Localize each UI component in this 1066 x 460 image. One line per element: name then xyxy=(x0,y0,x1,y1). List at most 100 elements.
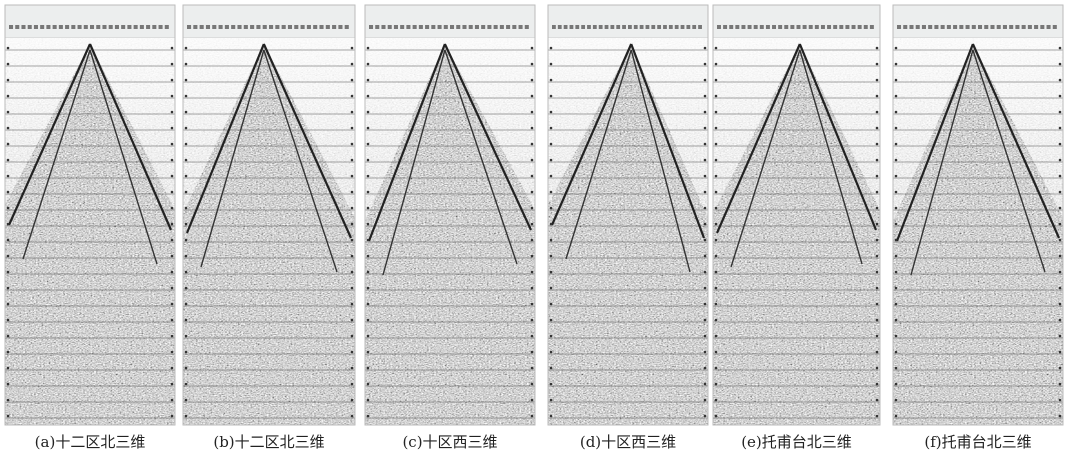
edge-dot xyxy=(170,350,174,354)
trace-tick xyxy=(928,25,933,29)
edge-dot xyxy=(184,222,188,226)
edge-dot xyxy=(703,398,707,402)
edge-dot xyxy=(894,398,898,402)
edge-dot xyxy=(875,222,879,226)
trace-tick xyxy=(557,25,562,29)
edge-dot xyxy=(170,302,174,306)
edge-dot xyxy=(875,206,879,210)
edge-dot xyxy=(714,414,718,418)
edge-dot xyxy=(184,398,188,402)
panel-border xyxy=(892,4,1064,426)
edge-dot xyxy=(703,366,707,370)
edge-dot xyxy=(714,142,718,146)
first-arrival xyxy=(565,49,632,260)
trace-tick xyxy=(387,25,392,29)
edge-dot xyxy=(875,94,879,98)
trace-tick xyxy=(127,25,132,29)
edge-dot xyxy=(894,46,898,50)
edge-dot xyxy=(170,206,174,210)
edge-dot xyxy=(875,110,879,114)
edge-dot xyxy=(6,318,10,322)
edge-dot xyxy=(894,174,898,178)
edge-dot xyxy=(703,46,707,50)
edge-dot xyxy=(366,174,370,178)
trace-tick xyxy=(1027,25,1032,29)
edge-dot xyxy=(170,126,174,130)
edge-dot xyxy=(894,414,898,418)
edge-dot xyxy=(875,318,879,322)
trace-tick xyxy=(772,25,777,29)
edge-dot xyxy=(6,206,10,210)
edge-dot xyxy=(1058,270,1062,274)
edge-dot xyxy=(366,270,370,274)
edge-dot xyxy=(184,254,188,258)
first-arrival xyxy=(550,43,633,226)
panel-caption: (a)十二区北三维 xyxy=(35,433,146,451)
trace-tick xyxy=(187,25,192,29)
edge-dot xyxy=(875,254,879,258)
trace-tick xyxy=(96,25,101,29)
edge-dot xyxy=(714,62,718,66)
trace-tick xyxy=(425,25,430,29)
trace-tick xyxy=(375,25,380,29)
edge-dot xyxy=(350,302,354,306)
trace-tick xyxy=(753,25,758,29)
first-arrival xyxy=(7,43,92,226)
edge-dot xyxy=(1058,222,1062,226)
edge-dot xyxy=(894,62,898,66)
trace-tick xyxy=(468,25,473,29)
edge-dot xyxy=(6,238,10,242)
edge-dot xyxy=(703,190,707,194)
trace-tick xyxy=(218,25,223,29)
edge-dot xyxy=(549,158,553,162)
edge-dot xyxy=(170,142,174,146)
panel-caption: (d)十区西三维 xyxy=(580,433,676,451)
edge-dot xyxy=(703,382,707,386)
edge-dot xyxy=(894,190,898,194)
trace-tick xyxy=(437,25,442,29)
edge-dot xyxy=(714,94,718,98)
edge-dot xyxy=(549,414,553,418)
edge-dot xyxy=(170,366,174,370)
edge-dot xyxy=(549,270,553,274)
trace-tick xyxy=(674,25,679,29)
edge-dot xyxy=(6,366,10,370)
edge-dot xyxy=(894,366,898,370)
edge-dot xyxy=(530,270,534,274)
edge-dot xyxy=(530,126,534,130)
trace-tick xyxy=(581,25,586,29)
edge-dot xyxy=(703,254,707,258)
trace-tick xyxy=(587,25,591,29)
edge-dot xyxy=(1058,46,1062,50)
edge-dot xyxy=(703,62,707,66)
edge-dot xyxy=(549,110,553,114)
panel-header xyxy=(182,4,356,39)
edge-dot xyxy=(875,126,879,130)
trace-tick xyxy=(657,25,662,29)
edge-dot xyxy=(703,222,707,226)
edge-dot xyxy=(894,350,898,354)
first-arrival xyxy=(443,43,532,231)
trace-tick xyxy=(487,25,492,29)
first-arrival xyxy=(798,43,878,231)
trace-tick xyxy=(680,25,685,29)
first-arrival xyxy=(715,43,801,234)
edge-dot xyxy=(350,78,354,82)
edge-dot xyxy=(366,126,370,130)
trace-tick xyxy=(52,25,57,29)
edge-dot xyxy=(875,78,879,82)
trace-tick xyxy=(325,25,330,29)
panel-border xyxy=(712,4,881,426)
mute-wedge xyxy=(183,38,355,218)
edge-dot xyxy=(894,94,898,98)
edge-dot xyxy=(530,398,534,402)
edge-dot xyxy=(366,158,370,162)
edge-dot xyxy=(1058,206,1062,210)
trace-tick xyxy=(33,25,38,29)
edge-dot xyxy=(875,158,879,162)
edge-dot xyxy=(6,158,10,162)
edge-dot xyxy=(549,238,553,242)
edge-dot xyxy=(184,318,188,322)
edge-dot xyxy=(875,270,879,274)
edge-dot xyxy=(350,254,354,258)
